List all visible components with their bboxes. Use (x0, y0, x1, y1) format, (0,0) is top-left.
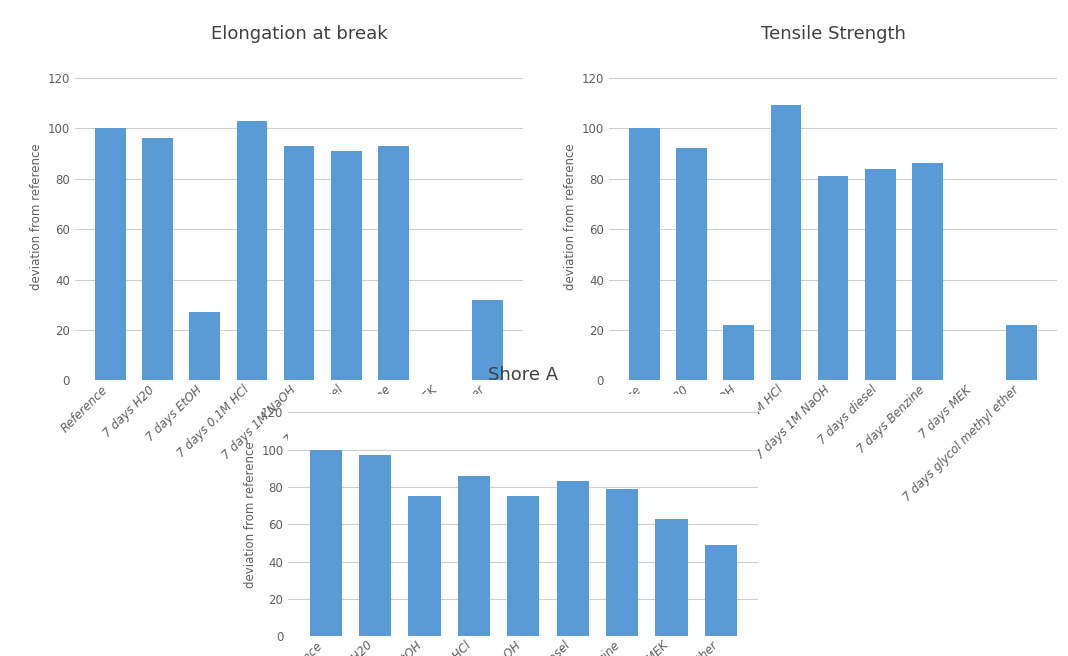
Bar (723, 325, 754, 380)
Title: Shore A: Shore A (488, 365, 559, 384)
Bar (331, 151, 361, 380)
Bar (656, 519, 688, 636)
Bar (865, 169, 895, 380)
Bar (359, 455, 391, 636)
Bar (95, 128, 126, 380)
Bar (189, 312, 220, 380)
Bar (408, 497, 441, 636)
Title: Tensile Strength: Tensile Strength (760, 24, 906, 43)
Bar (1006, 325, 1037, 380)
Y-axis label: deviation from reference: deviation from reference (564, 143, 578, 290)
Bar (472, 300, 503, 380)
Bar (378, 146, 409, 380)
Bar (237, 121, 267, 380)
Bar (507, 497, 539, 636)
Title: Elongation at break: Elongation at break (210, 24, 388, 43)
Bar (458, 476, 490, 636)
Bar (556, 482, 588, 636)
Bar (629, 128, 660, 380)
Bar (818, 176, 848, 380)
Bar (912, 163, 943, 380)
Bar (310, 449, 342, 636)
Bar (606, 489, 639, 636)
Bar (771, 106, 801, 380)
Bar (676, 148, 707, 380)
Y-axis label: deviation from reference: deviation from reference (244, 441, 257, 588)
Bar (705, 545, 737, 636)
Bar (284, 146, 314, 380)
Y-axis label: deviation from reference: deviation from reference (30, 143, 44, 290)
Bar (142, 138, 173, 380)
